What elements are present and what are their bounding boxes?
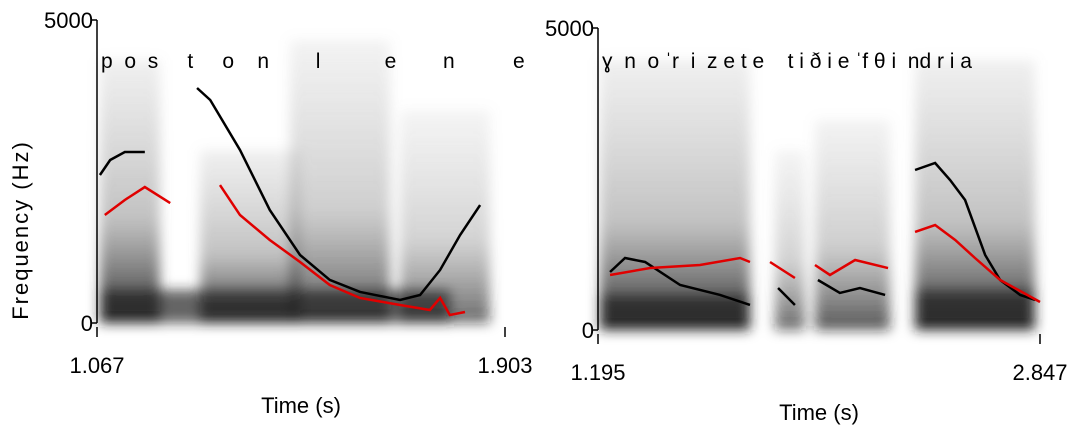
y-tick-label: 5000 (44, 8, 93, 33)
formant-track (609, 161, 1036, 307)
spectrogram (100, 40, 1035, 330)
formant-track (609, 223, 1041, 304)
x-tick-label: 1.195 (570, 360, 625, 385)
x-axis-label: Time (s) (779, 400, 859, 425)
annotation: ɣ n o ˈr i z e t e t i ð i e ˈf θ i nd r… (602, 50, 972, 73)
y-axis-label: Frequency (Hz) (8, 140, 33, 320)
formant-track (104, 184, 466, 317)
x-tick-label: 1.067 (69, 353, 124, 378)
y-tick-label: 5000 (545, 16, 594, 41)
y-tick-label: 0 (582, 318, 594, 343)
x-axis-label: Time (s) (261, 393, 341, 418)
x-tick-label: 2.847 (1012, 360, 1067, 385)
formant-track (98, 87, 482, 302)
annotation: p o s t o n l e n e (101, 50, 525, 73)
x-tick-label: 1.903 (477, 353, 532, 378)
y-tick-label: 0 (81, 311, 93, 336)
